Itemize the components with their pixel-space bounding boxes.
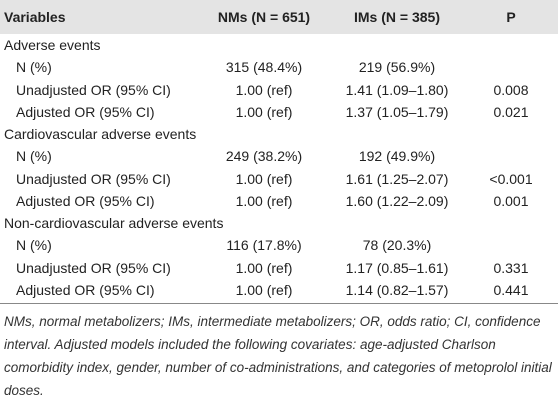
cell: 1.14 (0.82–1.57) [330, 278, 464, 304]
data-row: Unadjusted OR (95% CI) 1.00 (ref) 1.17 (0.… [0, 257, 558, 279]
data-row: Adjusted OR (95% CI) 1.00 (ref) 1.60 (1.22… [0, 190, 558, 212]
table-body: Adverse events N (%) 315 (48.4%) 219 (56.9%… [0, 34, 558, 304]
section-row: Adverse events [0, 34, 558, 56]
data-row: Adjusted OR (95% CI) 1.00 (ref) 1.37 (1.05… [0, 101, 558, 123]
data-row: Unadjusted OR (95% CI) 1.00 (ref) 1.41 (1.… [0, 79, 558, 101]
cell: 1.00 (ref) [235, 103, 293, 120]
row-label: N (%) [16, 59, 52, 76]
header-cell: Variables [0, 0, 198, 34]
cell [464, 234, 558, 256]
cell: 1.00 (ref) [235, 170, 293, 187]
cell: 1.61 (1.25–2.07) [345, 170, 449, 187]
footnote: NMs, normal metabolizers; IMs, intermedi… [4, 314, 552, 398]
cell: 1.17 (0.85–1.61) [345, 259, 449, 276]
row-label: Cardiovascular adverse events [4, 126, 197, 143]
cell: 116 (17.8%) [226, 237, 302, 254]
data-row: N (%) 315 (48.4%) 219 (56.9%) [0, 56, 558, 78]
header-cell: P [464, 0, 558, 34]
cell [464, 145, 558, 167]
row-label: Adjusted OR (95% CI) [16, 103, 155, 120]
row-label: Non-cardiovascular adverse events [4, 215, 224, 232]
cell: 0.008 [493, 81, 529, 98]
row-label: Unadjusted OR (95% CI) [16, 259, 171, 276]
cell: 0.021 [493, 103, 529, 120]
cell: 1.37 (1.05–1.79) [345, 103, 449, 120]
cell: 219 (56.9%) [358, 59, 436, 76]
row-label: Unadjusted OR (95% CI) [16, 81, 171, 98]
row-label: N (%) [16, 237, 52, 254]
row-label: Unadjusted OR (95% CI) [16, 170, 171, 187]
header-cell: IMs (N = 385) [330, 0, 464, 34]
cell: 0.001 [493, 192, 529, 209]
cell: 1.60 (1.22–2.09) [345, 192, 449, 209]
header-row: Variables NMs (N = 651) IMs (N = 385) P [0, 0, 558, 34]
row-label: Adjusted OR (95% CI) [0, 278, 198, 304]
cell: <0.001 [489, 170, 533, 187]
cell: 0.331 [493, 259, 529, 276]
data-row: Unadjusted OR (95% CI) 1.00 (ref) 1.61 (1.… [0, 168, 558, 190]
header-cell: NMs (N = 651) [198, 0, 330, 34]
row-label: N (%) [16, 148, 52, 165]
row-label: Adjusted OR (95% CI) [16, 192, 155, 209]
cell: 0.441 [464, 278, 558, 304]
data-row: N (%) 249 (38.2%) 192 (49.9%) [0, 145, 558, 167]
cell: 1.00 (ref) [235, 259, 293, 276]
cell: 1.00 (ref) [198, 278, 330, 304]
section-row: Cardiovascular adverse events [0, 123, 558, 145]
data-row: N (%) 116 (17.8%) 78 (20.3%) [0, 234, 558, 256]
cell: 315 (48.4%) [225, 59, 303, 76]
cell: 249 (38.2%) [225, 148, 303, 165]
data-table: Variables NMs (N = 651) IMs (N = 385) P Adv… [0, 0, 558, 304]
cell: 1.41 (1.09–1.80) [345, 81, 449, 98]
cell: 1.00 (ref) [235, 192, 293, 209]
row-label: Adverse events [4, 37, 101, 54]
cell [464, 56, 558, 78]
cell: 78 (20.3%) [362, 237, 432, 254]
cell: 1.00 (ref) [235, 81, 293, 98]
section-row: Non-cardiovascular adverse events [0, 212, 558, 234]
data-row: Adjusted OR (95% CI) 1.00 (ref) 1.14 (0.82… [0, 278, 558, 304]
cell: 192 (49.9%) [358, 148, 436, 165]
